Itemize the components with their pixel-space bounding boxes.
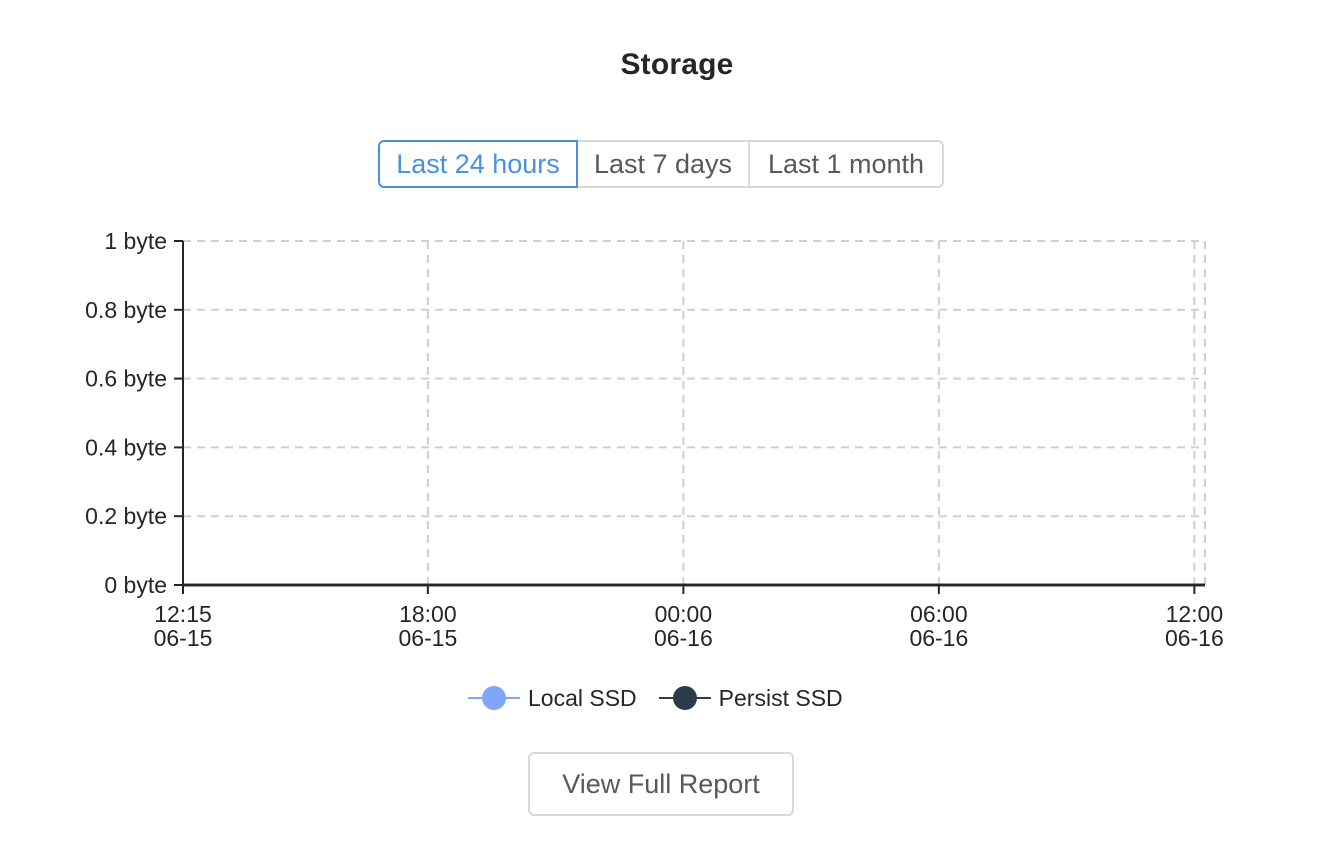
chart-grid: [183, 240, 1206, 585]
y-tick-label: 1 byte: [104, 228, 167, 254]
view-full-report-button[interactable]: View Full Report: [528, 752, 794, 816]
panel-title: Storage: [620, 48, 734, 81]
legend-item-local-ssd[interactable]: Local SSD: [468, 685, 637, 712]
legend-label-persist-ssd: Persist SSD: [718, 684, 843, 711]
x-tick-time-label: 12:00: [1166, 601, 1224, 627]
time-range-selector: Last 24 hours Last 7 days Last 1 month: [378, 140, 944, 188]
legend-local-ssd-marker-icon: [468, 685, 520, 711]
range-last-1-month-button[interactable]: Last 1 month: [748, 140, 944, 188]
y-tick-label: 0 byte: [104, 572, 167, 598]
x-tick-date-label: 06-16: [1165, 625, 1224, 651]
x-tick-date-label: 06-16: [654, 625, 713, 651]
legend-item-persist-ssd[interactable]: Persist SSD: [658, 684, 843, 712]
x-tick-date-label: 06-15: [398, 625, 457, 651]
y-tick-label: 0.6 byte: [85, 366, 167, 392]
x-tick-time-label: 18:00: [399, 601, 457, 627]
y-tick-label: 0.8 byte: [85, 297, 167, 323]
storage-line-chart: 0 byte 0.2 byte 0.4 byte 0.6 byte 0.8 byte 1 …: [85, 228, 1224, 651]
chart-axes: 0 byte 0.2 byte 0.4 byte 0.6 byte 0.8 byte 1 …: [85, 228, 1224, 651]
x-tick-date-label: 06-16: [909, 625, 968, 651]
x-tick-date-label: 06-15: [154, 625, 213, 651]
y-tick-label: 0.2 byte: [85, 503, 167, 529]
x-tick-time-label: 00:00: [655, 601, 713, 627]
legend-label-local-ssd: Local SSD: [528, 684, 637, 711]
range-last-24-hours-button[interactable]: Last 24 hours: [378, 140, 578, 188]
chart-legend: Local SSD Persist SSD: [468, 682, 865, 714]
x-tick-time-label: 12:15: [154, 601, 212, 627]
x-tick-time-label: 06:00: [910, 601, 968, 627]
y-tick-label: 0.4 byte: [85, 434, 167, 460]
legend-persist-ssd-marker-icon: [658, 685, 711, 711]
